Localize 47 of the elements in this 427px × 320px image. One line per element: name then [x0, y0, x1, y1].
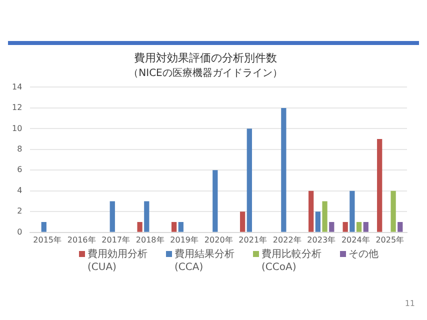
- chart-subtitle: （NICEの医療機器ガイドライン）: [128, 66, 282, 79]
- bar: [350, 190, 355, 232]
- bar: [315, 212, 321, 232]
- bar: [329, 222, 334, 232]
- bar: [342, 222, 348, 232]
- x-tick-label: 2025年: [376, 235, 404, 244]
- bar: [363, 222, 368, 232]
- bar: [212, 170, 218, 232]
- y-tick-label: 4: [17, 186, 22, 195]
- bar: [390, 190, 396, 232]
- bar: [377, 139, 382, 232]
- bar: [144, 201, 150, 232]
- legend-label: 費用効用分析 (CUA): [88, 248, 148, 274]
- chart-title: 費用対効果評価の分析別件数: [134, 51, 277, 64]
- bar: [240, 212, 246, 232]
- bar: [308, 190, 314, 232]
- x-tick-label: 2015年: [33, 235, 62, 244]
- bar: [110, 201, 115, 232]
- bar: [322, 201, 328, 232]
- y-tick-label: 8: [17, 144, 22, 154]
- x-tick-label: 2024年: [341, 235, 370, 244]
- y-tick-label: 2: [17, 206, 22, 216]
- y-tick-label: 0: [17, 227, 22, 236]
- y-tick-label: 6: [17, 165, 22, 174]
- bar: [171, 222, 177, 232]
- x-tick-label: 2022年: [272, 235, 302, 244]
- bar: [178, 222, 184, 232]
- x-tick-label: 2021年: [238, 235, 268, 244]
- y-tick-label: 12: [12, 103, 22, 112]
- x-tick-label: 2017年: [102, 235, 130, 244]
- x-tick-label: 2019年: [170, 235, 199, 244]
- bar: [281, 108, 286, 232]
- x-tick-label: 2020年: [204, 235, 233, 244]
- bar: [137, 222, 142, 232]
- text: 11: [404, 299, 415, 308]
- legend-label: その他: [348, 248, 378, 261]
- bar: [246, 128, 252, 232]
- legend-label: 費用結果分析 (CCA): [174, 248, 234, 274]
- bar: [356, 222, 362, 232]
- legend-label: 費用比較分析 (CCoA): [262, 248, 322, 274]
- bar: [398, 222, 403, 232]
- x-tick-label: 2018年: [136, 235, 164, 244]
- y-tick-label: 10: [12, 124, 22, 133]
- y-tick-label: 14: [12, 82, 22, 92]
- x-tick-label: 2016年: [67, 235, 96, 244]
- x-tick-label: 2023年: [307, 235, 336, 244]
- bar: [41, 222, 46, 232]
